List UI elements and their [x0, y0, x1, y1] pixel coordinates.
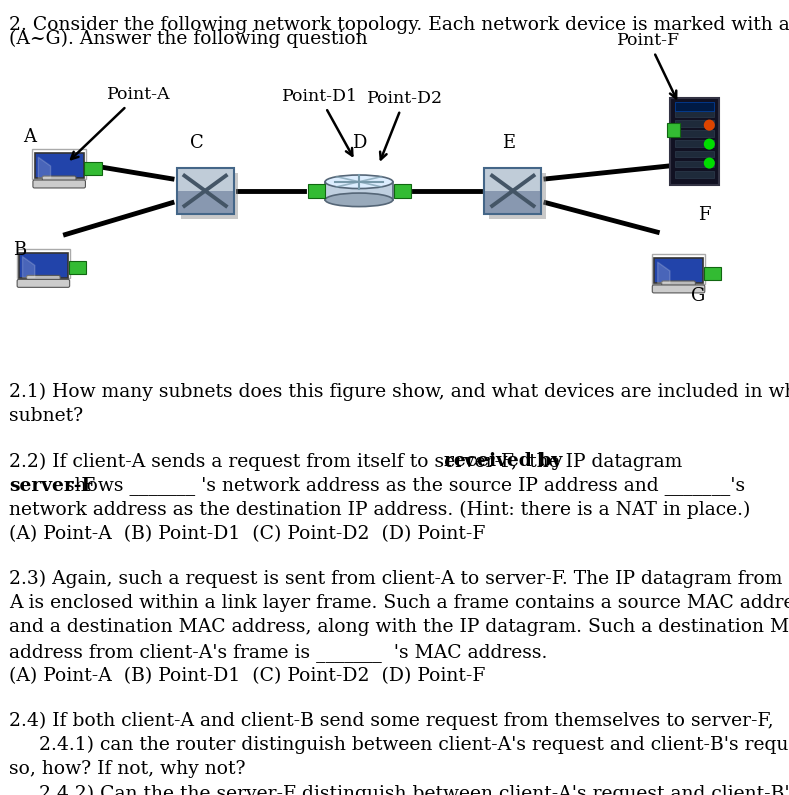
FancyBboxPatch shape: [670, 99, 719, 184]
Bar: [84, 162, 102, 175]
Ellipse shape: [325, 193, 393, 207]
FancyBboxPatch shape: [662, 281, 695, 288]
Text: 2.1) How many subnets does this figure show, and what devices are included in wh: 2.1) How many subnets does this figure s…: [9, 383, 789, 401]
FancyBboxPatch shape: [675, 171, 714, 177]
FancyBboxPatch shape: [654, 258, 703, 283]
Bar: [325, 182, 393, 200]
Text: so, how? If not, why not?: so, how? If not, why not?: [9, 760, 246, 778]
Polygon shape: [664, 283, 693, 286]
Polygon shape: [29, 277, 58, 281]
FancyBboxPatch shape: [19, 253, 68, 277]
Text: 2.4) If both client-A and client-B send some request from themselves to server-F: 2.4) If both client-A and client-B send …: [9, 712, 774, 730]
Text: 2.4.1) can the router distinguish between client-A's request and client-B's requ: 2.4.1) can the router distinguish betwee…: [9, 736, 789, 754]
Circle shape: [704, 157, 715, 169]
Text: B: B: [13, 242, 26, 259]
Ellipse shape: [325, 175, 393, 188]
FancyBboxPatch shape: [43, 176, 76, 183]
FancyBboxPatch shape: [177, 191, 234, 214]
Text: network address as the destination IP address. (Hint: there is a NAT in place.): network address as the destination IP ad…: [9, 501, 751, 519]
FancyBboxPatch shape: [489, 173, 546, 219]
Polygon shape: [45, 178, 73, 181]
Text: F: F: [698, 206, 711, 223]
FancyBboxPatch shape: [675, 120, 714, 126]
Bar: [667, 123, 680, 138]
Text: G: G: [691, 287, 705, 304]
Text: 2.4.2) Can the the server-F distinguish between client-A's request and client-B': 2.4.2) Can the the server-F distinguish …: [9, 785, 789, 795]
FancyBboxPatch shape: [484, 168, 541, 191]
Text: 2.2) If client-A sends a request from itself to server-F,  the IP datagram: 2.2) If client-A sends a request from it…: [9, 452, 689, 471]
Text: Point-F: Point-F: [617, 33, 680, 99]
FancyBboxPatch shape: [675, 130, 714, 137]
Text: Point-D1: Point-D1: [282, 88, 357, 156]
Text: D: D: [352, 134, 366, 152]
Text: A: A: [23, 128, 36, 145]
FancyBboxPatch shape: [675, 141, 714, 147]
Text: (A~G). Answer the following question: (A~G). Answer the following question: [9, 29, 368, 48]
Text: C: C: [190, 134, 204, 152]
FancyBboxPatch shape: [484, 191, 541, 214]
Bar: [69, 262, 86, 274]
Bar: [308, 184, 325, 198]
Text: 2. Consider the following network topology. Each network device is marked with a: 2. Consider the following network topolo…: [9, 16, 789, 34]
Text: address from client-A's frame is _______  's MAC address.: address from client-A's frame is _______…: [9, 642, 548, 661]
Text: (A) Point-A  (B) Point-D1  (C) Point-D2  (D) Point-F: (A) Point-A (B) Point-D1 (C) Point-D2 (D…: [9, 667, 486, 684]
Text: server-F: server-F: [9, 476, 95, 494]
Text: and a destination MAC address, along with the IP datagram. Such a destination MA: and a destination MAC address, along wit…: [9, 619, 789, 636]
FancyBboxPatch shape: [177, 168, 234, 191]
Text: Point-D2: Point-D2: [367, 91, 443, 159]
Circle shape: [704, 119, 715, 130]
Text: 2.3) Again, such a request is sent from client-A to server-F. The IP datagram fr: 2.3) Again, such a request is sent from …: [9, 570, 789, 588]
FancyBboxPatch shape: [675, 161, 714, 168]
FancyBboxPatch shape: [33, 180, 85, 188]
Bar: [704, 267, 721, 280]
Text: shows _______ 's network address as the source IP address and _______'s: shows _______ 's network address as the …: [58, 476, 745, 495]
Bar: [394, 184, 411, 198]
FancyBboxPatch shape: [35, 153, 84, 178]
Text: subnet?: subnet?: [9, 407, 84, 425]
Text: received by: received by: [444, 452, 563, 471]
FancyBboxPatch shape: [675, 103, 714, 111]
Text: (A) Point-A  (B) Point-D1  (C) Point-D2  (D) Point-F: (A) Point-A (B) Point-D1 (C) Point-D2 (D…: [9, 525, 486, 543]
FancyBboxPatch shape: [653, 285, 705, 293]
FancyBboxPatch shape: [27, 275, 60, 282]
FancyBboxPatch shape: [675, 110, 714, 117]
FancyBboxPatch shape: [675, 150, 714, 157]
Text: E: E: [503, 134, 515, 152]
Circle shape: [704, 138, 715, 149]
FancyBboxPatch shape: [17, 279, 69, 287]
Text: A is enclosed within a link layer frame. Such a frame contains a source MAC addr: A is enclosed within a link layer frame.…: [9, 594, 789, 612]
Text: Point-A: Point-A: [71, 87, 170, 159]
FancyBboxPatch shape: [181, 173, 238, 219]
